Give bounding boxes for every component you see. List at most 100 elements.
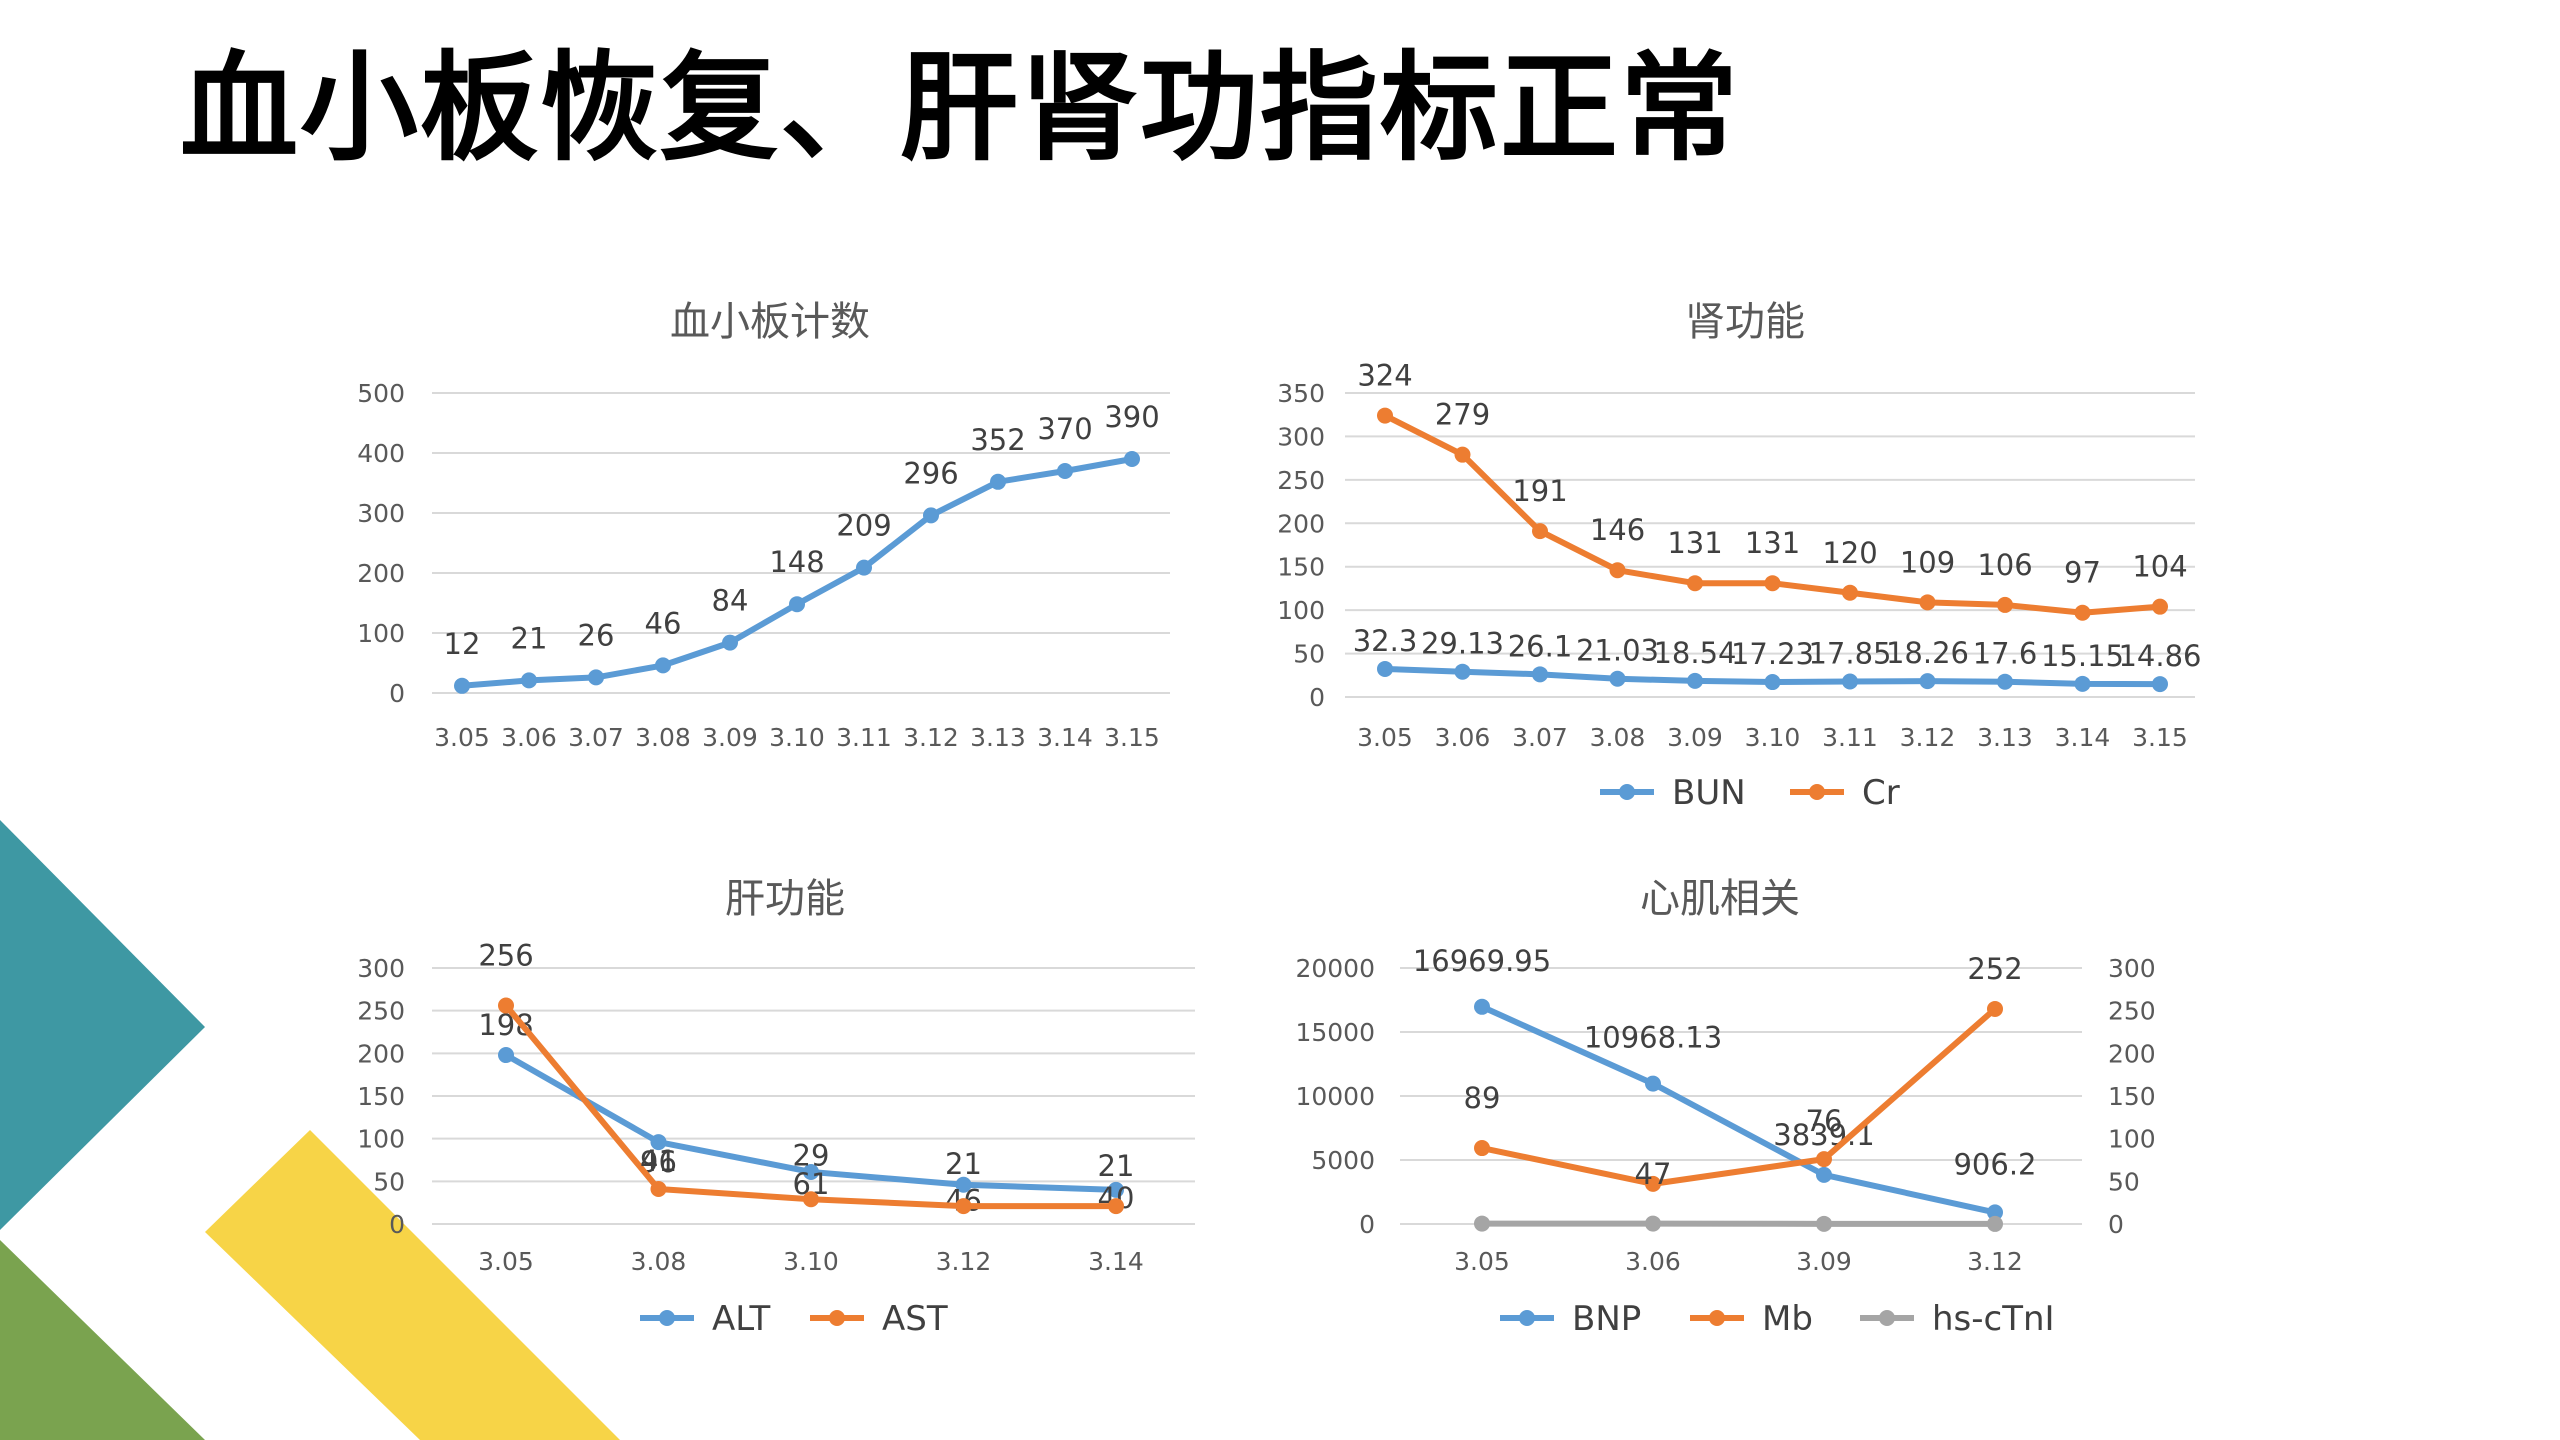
data-point <box>1377 660 1393 677</box>
data-label: 279 <box>1435 398 1490 432</box>
x-tick-label: 3.05 <box>1357 723 1413 752</box>
data-label: 296 <box>903 456 958 490</box>
data-label: 14.86 <box>2118 639 2201 673</box>
data-label: 191 <box>1512 474 1567 508</box>
data-point <box>2074 675 2091 692</box>
x-tick-label: 3.05 <box>1454 1247 1510 1276</box>
data-point <box>955 1198 972 1215</box>
x-tick-label: 3.06 <box>501 723 557 752</box>
data-point <box>1609 670 1626 687</box>
data-point <box>1108 1198 1124 1215</box>
legend-swatch-marker <box>1519 1310 1535 1326</box>
data-label: 32.3 <box>1353 624 1418 658</box>
data-label: 256 <box>478 939 533 973</box>
data-point <box>1842 584 1858 601</box>
chart-title: 肝功能 <box>725 876 845 922</box>
green-triangle-shape <box>0 1240 205 1440</box>
x-tick-label: 3.10 <box>783 1247 839 1276</box>
data-point <box>1645 1175 1661 1192</box>
data-point <box>1645 1075 1661 1092</box>
x-tick-label: 3.07 <box>1512 723 1568 752</box>
data-point <box>1816 1151 1832 1168</box>
data-label: 29 <box>793 1138 830 1172</box>
data-label: 131 <box>1745 526 1800 560</box>
data-label: 47 <box>1635 1157 1672 1191</box>
data-label: 390 <box>1104 400 1159 434</box>
data-label: 21 <box>511 621 548 655</box>
data-label: 46 <box>645 606 682 640</box>
data-point <box>789 596 805 613</box>
data-point <box>1057 463 1073 479</box>
y-tick-label: 200 <box>357 559 405 588</box>
legend-label: ALT <box>712 1299 771 1339</box>
y-tick-label: 250 <box>357 997 405 1026</box>
legend-label: AST <box>882 1299 948 1339</box>
data-point <box>1454 446 1471 463</box>
y-tick-label: 15000 <box>1295 1018 1375 1047</box>
data-point <box>1124 451 1140 467</box>
data-label: 109 <box>1900 545 1955 579</box>
y-tick-label: 150 <box>1277 553 1325 582</box>
data-point <box>1997 673 2013 690</box>
data-label: 84 <box>712 584 749 618</box>
data-label: 21 <box>945 1147 982 1181</box>
y-tick-label: 500 <box>357 379 405 408</box>
y-tick-label: 100 <box>357 619 405 648</box>
chart-title: 血小板计数 <box>670 299 870 345</box>
y-tick-label: 400 <box>357 439 405 468</box>
data-label: 324 <box>1357 359 1412 393</box>
y2-tick-label: 150 <box>2108 1082 2156 1111</box>
x-tick-label: 3.12 <box>903 723 959 752</box>
y2-tick-label: 300 <box>2108 954 2156 983</box>
data-label: 89 <box>1464 1081 1501 1115</box>
data-label: 106 <box>1977 548 2032 582</box>
x-tick-label: 3.05 <box>478 1247 534 1276</box>
data-point <box>1987 1215 2003 1232</box>
chart-title: 心肌相关 <box>1640 876 1800 922</box>
data-point <box>1532 666 1548 683</box>
data-label: 3839.1 <box>1773 1118 1874 1152</box>
y2-tick-label: 0 <box>2108 1210 2124 1239</box>
data-point <box>1474 998 1490 1015</box>
data-point <box>1919 594 1936 611</box>
x-tick-label: 3.10 <box>1745 723 1801 752</box>
data-point <box>650 1181 667 1198</box>
y-tick-label: 10000 <box>1295 1082 1375 1111</box>
y-tick-label: 50 <box>1293 640 1325 669</box>
y2-tick-label: 100 <box>2108 1125 2156 1154</box>
data-label: 148 <box>769 545 824 579</box>
data-point <box>856 559 872 576</box>
data-label: 131 <box>1667 526 1722 560</box>
y-tick-label: 350 <box>1277 379 1325 408</box>
data-label: 15.15 <box>2041 639 2124 673</box>
data-point <box>990 473 1006 490</box>
data-point <box>498 997 514 1014</box>
data-point <box>1997 596 2013 613</box>
data-label: 16969.95 <box>1413 944 1551 978</box>
legend-swatch-marker <box>829 1310 845 1326</box>
data-point <box>1108 1181 1124 1198</box>
y-tick-label: 5000 <box>1311 1146 1375 1175</box>
y-tick-label: 0 <box>1309 683 1325 712</box>
series-line-Mb <box>1479 1005 1998 1187</box>
data-point <box>722 634 738 651</box>
teal-triangle-shape <box>0 820 205 1230</box>
data-point <box>1816 1215 1832 1232</box>
data-label: 906.2 <box>1953 1147 2036 1181</box>
data-point <box>1454 663 1471 680</box>
data-point <box>1764 674 1781 691</box>
data-label: 104 <box>2132 550 2187 584</box>
x-tick-label: 3.12 <box>936 1247 992 1276</box>
y-tick-label: 100 <box>357 1125 405 1154</box>
x-tick-label: 3.09 <box>702 723 758 752</box>
x-tick-label: 3.06 <box>1625 1247 1681 1276</box>
data-label: 120 <box>1822 536 1877 570</box>
x-tick-label: 3.14 <box>1037 723 1093 752</box>
y-tick-label: 300 <box>357 499 405 528</box>
y-tick-label: 200 <box>1277 509 1325 538</box>
x-tick-label: 3.06 <box>1435 723 1491 752</box>
x-tick-label: 3.13 <box>1977 723 2033 752</box>
data-label: 26 <box>578 618 615 652</box>
data-point <box>588 669 604 686</box>
